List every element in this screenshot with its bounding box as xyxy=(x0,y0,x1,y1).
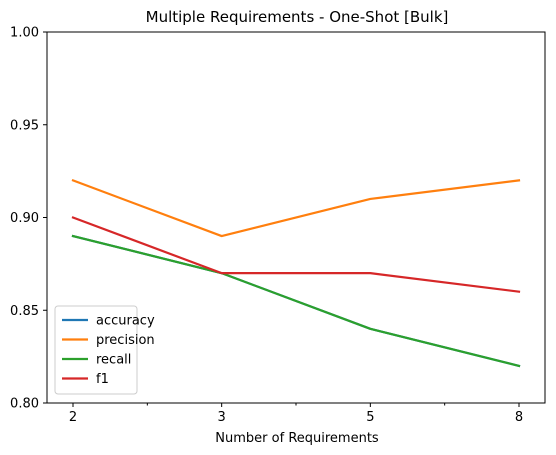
series-line-f1 xyxy=(71,216,521,293)
y-tick-label: 0.80 xyxy=(10,397,39,412)
x-tick-label: 3 xyxy=(218,410,226,425)
legend-label-recall: recall xyxy=(96,353,131,368)
x-axis-label: Number of Requirements xyxy=(215,431,379,446)
series-line-recall xyxy=(71,234,521,368)
y-tick-label: 0.85 xyxy=(10,304,39,319)
legend-label-precision: precision xyxy=(96,333,155,348)
legend-label-f1: f1 xyxy=(96,372,109,387)
legend-box xyxy=(54,305,138,395)
y-tick-label: 0.95 xyxy=(10,118,39,133)
x-tick-label: 8 xyxy=(515,410,523,425)
legend: accuracy precision recall f1 xyxy=(54,305,155,395)
x-tick-label: 5 xyxy=(366,410,374,425)
plot-area: 0.80 0.85 0.90 0.95 1.00 2 3 5 8 accuracy precisio… xyxy=(10,26,546,425)
series-line-precision xyxy=(71,178,521,238)
legend-label-accuracy: accuracy xyxy=(96,314,155,329)
y-tick-label: 0.90 xyxy=(10,211,39,226)
x-tick-label: 2 xyxy=(69,410,77,425)
y-tick-label: 1.00 xyxy=(10,26,39,41)
chart-title: Multiple Requirements - One-Shot [Bulk] xyxy=(146,8,449,26)
